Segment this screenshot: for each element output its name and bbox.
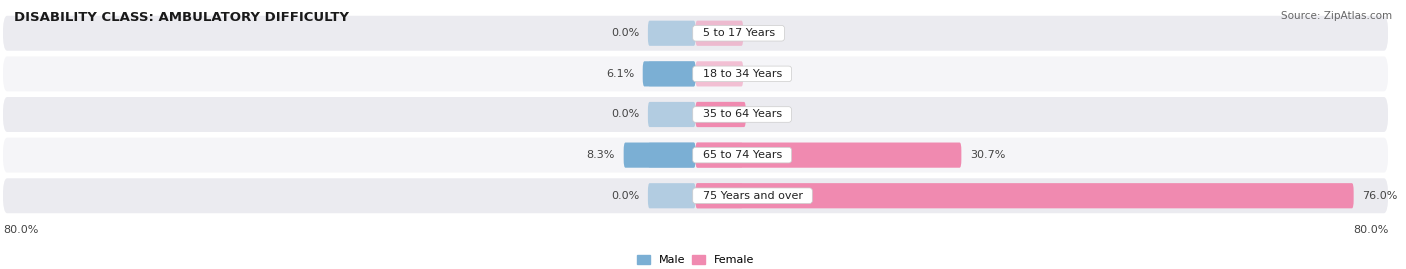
Text: 0.0%: 0.0% xyxy=(752,28,780,38)
Text: 0.0%: 0.0% xyxy=(612,28,640,38)
Text: 80.0%: 80.0% xyxy=(3,225,38,235)
Text: Source: ZipAtlas.com: Source: ZipAtlas.com xyxy=(1281,11,1392,21)
FancyBboxPatch shape xyxy=(648,102,696,127)
FancyBboxPatch shape xyxy=(648,183,696,208)
FancyBboxPatch shape xyxy=(643,61,696,86)
Text: DISABILITY CLASS: AMBULATORY DIFFICULTY: DISABILITY CLASS: AMBULATORY DIFFICULTY xyxy=(14,11,349,24)
FancyBboxPatch shape xyxy=(648,143,696,168)
FancyBboxPatch shape xyxy=(3,138,1388,173)
FancyBboxPatch shape xyxy=(696,102,744,127)
Text: 76.0%: 76.0% xyxy=(1362,191,1398,201)
Legend: Male, Female: Male, Female xyxy=(633,250,759,269)
FancyBboxPatch shape xyxy=(3,97,1388,132)
FancyBboxPatch shape xyxy=(624,143,696,168)
Text: 5 to 17 Years: 5 to 17 Years xyxy=(696,28,782,38)
Text: 35 to 64 Years: 35 to 64 Years xyxy=(696,109,789,119)
Text: 8.3%: 8.3% xyxy=(586,150,614,160)
Text: 30.7%: 30.7% xyxy=(970,150,1005,160)
Text: 6.1%: 6.1% xyxy=(606,69,634,79)
Text: 75 Years and over: 75 Years and over xyxy=(696,191,810,201)
Text: 18 to 34 Years: 18 to 34 Years xyxy=(696,69,789,79)
FancyBboxPatch shape xyxy=(696,102,745,127)
FancyBboxPatch shape xyxy=(696,143,744,168)
FancyBboxPatch shape xyxy=(696,183,744,208)
FancyBboxPatch shape xyxy=(648,61,696,86)
Text: 0.0%: 0.0% xyxy=(612,191,640,201)
Text: 0.0%: 0.0% xyxy=(752,69,780,79)
FancyBboxPatch shape xyxy=(696,143,962,168)
FancyBboxPatch shape xyxy=(3,178,1388,213)
FancyBboxPatch shape xyxy=(696,183,1354,208)
FancyBboxPatch shape xyxy=(696,21,744,46)
Text: 5.8%: 5.8% xyxy=(755,109,783,119)
Text: 0.0%: 0.0% xyxy=(612,109,640,119)
Text: 80.0%: 80.0% xyxy=(1353,225,1388,235)
FancyBboxPatch shape xyxy=(3,16,1388,51)
FancyBboxPatch shape xyxy=(696,61,744,86)
Text: 65 to 74 Years: 65 to 74 Years xyxy=(696,150,789,160)
FancyBboxPatch shape xyxy=(648,21,696,46)
FancyBboxPatch shape xyxy=(3,56,1388,91)
